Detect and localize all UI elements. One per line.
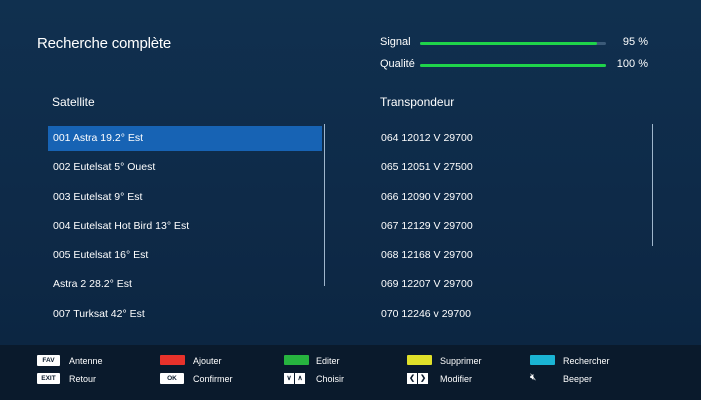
- transponder-item[interactable]: 067 12129 V 29700: [381, 219, 473, 232]
- red-key-icon: [160, 355, 185, 365]
- chevron-up-icon: ∧: [295, 373, 305, 384]
- satellite-item[interactable]: 005 Eutelsat 16° Est: [53, 249, 149, 262]
- quality-label: Qualité: [380, 58, 415, 70]
- left-right-keys-icon: ❮ ❯: [407, 373, 428, 384]
- quality-value: 100 %: [616, 58, 648, 70]
- green-label: Editer: [316, 356, 340, 366]
- transponder-item[interactable]: 070 12246 v 29700: [381, 307, 471, 320]
- chevron-left-icon: ❮: [407, 373, 417, 384]
- satellite-column-header: Satellite: [52, 95, 95, 109]
- satellite-item[interactable]: 007 Turksat 42° Est: [53, 307, 145, 320]
- yellow-key-icon: [407, 355, 432, 365]
- mute-icon: 🔇︎: [530, 372, 537, 383]
- signal-bar: [420, 42, 606, 45]
- yellow-label: Supprimer: [440, 356, 482, 366]
- quality-meter: Qualité 100 %: [380, 58, 648, 74]
- satellite-item[interactable]: 003 Eutelsat 9° Est: [53, 190, 143, 203]
- chevron-down-icon: ∨: [284, 373, 294, 384]
- satellite-list: 001 Astra 19.2° Est 002 Eutelsat 5° Oues…: [48, 126, 322, 331]
- quality-bar-fill: [420, 64, 606, 67]
- signal-bar-fill: [420, 42, 597, 45]
- chevron-right-icon: ❯: [418, 373, 428, 384]
- transponder-item[interactable]: 064 12012 V 29700: [381, 132, 473, 144]
- signal-label: Signal: [380, 36, 411, 48]
- blue-label: Rechercher: [563, 356, 610, 366]
- leftright-label: Modifier: [440, 374, 473, 384]
- green-key-icon: [284, 355, 309, 365]
- blue-key-icon: [530, 355, 555, 365]
- up-down-keys-icon: ∨ ∧: [284, 373, 305, 384]
- ok-label: Confirmer: [193, 374, 233, 384]
- page-title: Recherche complète: [37, 35, 171, 52]
- transponder-list: 064 12012 V 29700 065 12051 V 27500 066 …: [376, 126, 646, 331]
- satellite-scrollbar[interactable]: [324, 124, 325, 286]
- exit-key: EXIT: [37, 373, 60, 384]
- key-hint-bar: FAV Antenne EXIT Retour Ajouter OK Confi…: [0, 345, 701, 400]
- satellite-item[interactable]: Astra 2 28.2° Est: [53, 278, 132, 291]
- fav-key: FAV: [37, 355, 60, 366]
- satellite-item[interactable]: 002 Eutelsat 5° Ouest: [53, 161, 156, 174]
- transponder-scrollbar[interactable]: [652, 124, 653, 246]
- mute-label: Beeper: [563, 374, 593, 384]
- signal-value: 95 %: [622, 36, 648, 48]
- satellite-item[interactable]: 004 Eutelsat Hot Bird 13° Est: [53, 219, 190, 232]
- exit-label: Retour: [69, 374, 97, 384]
- transponder-column-header: Transpondeur: [380, 95, 455, 109]
- fav-label: Antenne: [69, 356, 103, 366]
- scan-screen: Recherche complète Signal 95 % Qualité 1…: [0, 0, 701, 345]
- transponder-item[interactable]: 069 12207 V 29700: [381, 278, 473, 291]
- transponder-item[interactable]: 065 12051 V 27500: [381, 161, 473, 174]
- signal-meter: Signal 95 %: [380, 36, 648, 52]
- satellite-item[interactable]: 001 Astra 19.2° Est: [48, 126, 322, 151]
- updown-label: Choisir: [316, 374, 345, 384]
- transponder-item[interactable]: 066 12090 V 29700: [381, 190, 473, 203]
- transponder-item[interactable]: 068 12168 V 29700: [381, 249, 473, 262]
- ok-key: OK: [160, 373, 184, 384]
- quality-bar: [420, 64, 606, 67]
- red-label: Ajouter: [193, 356, 222, 366]
